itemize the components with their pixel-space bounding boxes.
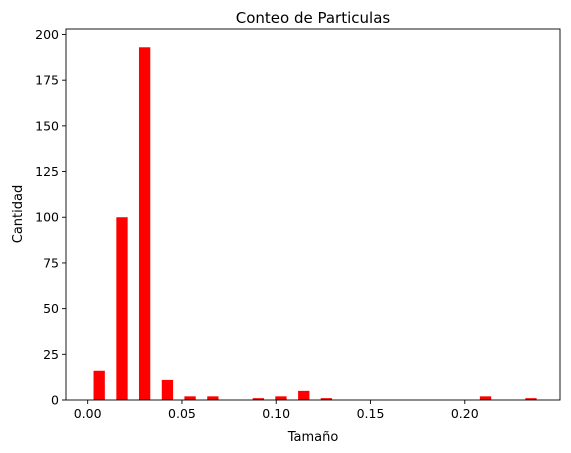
y-tick-label-1: 25 xyxy=(43,347,59,362)
x-axis-ticks: 0.00 0.05 0.10 0.15 0.20 xyxy=(74,400,479,421)
bar-8 xyxy=(275,396,287,400)
x-tick-label-4: 0.20 xyxy=(451,406,479,421)
bar-9 xyxy=(298,390,310,400)
y-tick-label-0: 0 xyxy=(51,393,59,408)
bar-10 xyxy=(320,398,333,400)
x-tick-label-2: 0.10 xyxy=(262,406,290,421)
bar-4 xyxy=(184,396,196,400)
plot-frame xyxy=(65,28,561,401)
y-tick-label-4: 100 xyxy=(35,210,59,225)
bar-3 xyxy=(161,379,174,400)
x-tick-label-0: 0.00 xyxy=(74,406,102,421)
bar-19 xyxy=(525,398,537,400)
bar-5 xyxy=(207,396,219,400)
bar-7 xyxy=(252,398,264,400)
bar-2 xyxy=(138,47,151,400)
y-tick-label-3: 75 xyxy=(43,255,59,270)
y-tick-label-5: 125 xyxy=(35,164,59,179)
y-tick-label-8: 200 xyxy=(35,27,59,42)
y-axis-ticks: 0 25 50 75 100 125 150 175 200 xyxy=(35,27,66,408)
x-tick-label-1: 0.05 xyxy=(168,406,196,421)
bar-0 xyxy=(93,370,105,400)
y-tick-label-6: 150 xyxy=(35,118,59,133)
y-tick-label-7: 175 xyxy=(35,73,59,88)
x-tick-label-3: 0.15 xyxy=(357,406,385,421)
y-axis-label: Cantidad xyxy=(11,185,26,243)
bar-17 xyxy=(479,396,492,400)
y-tick-label-2: 50 xyxy=(43,301,59,316)
x-axis-label: Tamaño xyxy=(287,430,339,445)
bar-1 xyxy=(116,217,128,400)
chart-title: Conteo de Particulas xyxy=(236,9,391,27)
bars-group xyxy=(93,47,537,400)
